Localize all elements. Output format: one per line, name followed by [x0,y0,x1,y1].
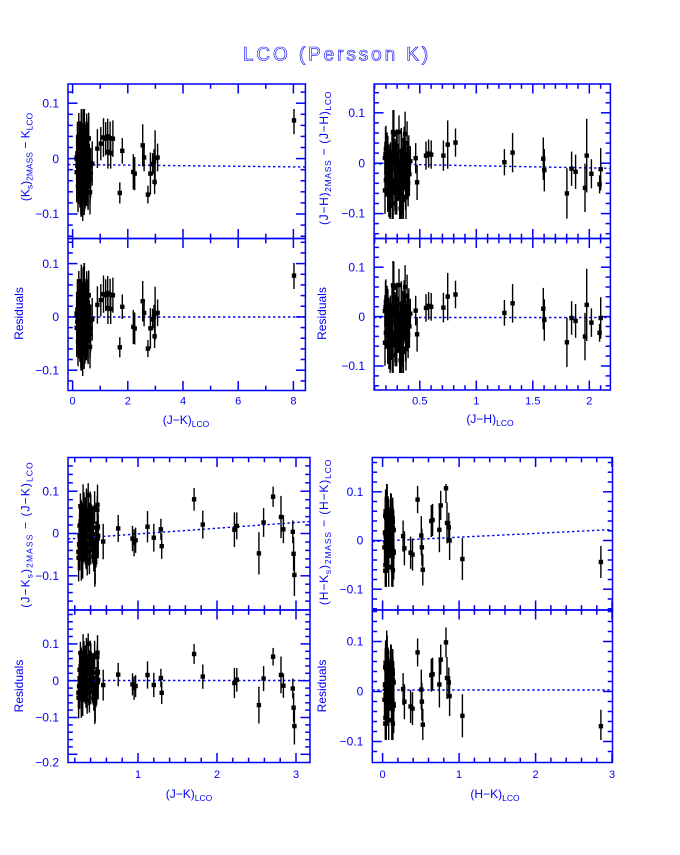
svg-text:0.1: 0.1 [42,484,59,498]
svg-text:0.1: 0.1 [347,485,364,499]
svg-text:0.1: 0.1 [348,260,365,274]
svg-text:−0.1: −0.1 [340,735,364,749]
svg-text:0: 0 [357,534,364,548]
svg-text:(J−H)LCO: (J−H)LCO [466,412,514,428]
svg-text:1: 1 [473,396,479,408]
svg-text:0: 0 [70,396,76,408]
svg-text:0.5: 0.5 [412,396,427,408]
svg-text:1: 1 [135,769,141,781]
svg-text:(J−Ks)2MASS − (J−K)LCO: (J−Ks)2MASS − (J−K)LCO [19,461,35,607]
svg-text:0.1: 0.1 [348,106,365,120]
svg-text:−0.1: −0.1 [35,569,59,583]
svg-text:−0.1: −0.1 [340,583,364,597]
svg-text:0: 0 [52,152,59,166]
svg-text:4: 4 [180,396,186,408]
svg-text:−0.1: −0.1 [35,363,59,377]
svg-text:1: 1 [456,769,462,781]
svg-text:(H−K)LCO: (H−K)LCO [470,787,520,803]
svg-text:1.5: 1.5 [525,396,540,408]
svg-text:0: 0 [358,310,365,324]
svg-text:2: 2 [214,769,220,781]
svg-text:Residuals: Residuals [12,287,26,340]
svg-text:Residuals: Residuals [12,660,26,713]
svg-text:−0.2: −0.2 [35,756,59,770]
svg-text:2: 2 [125,396,131,408]
svg-text:−0.1: −0.1 [35,711,59,725]
svg-text:LCO (Persson K): LCO (Persson K) [243,45,431,66]
svg-text:0: 0 [357,685,364,699]
svg-text:2: 2 [586,396,592,408]
svg-text:0: 0 [52,527,59,541]
svg-text:(J−K)LCO: (J−K)LCO [163,413,210,429]
svg-text:(Ks)2MASS − KLCO: (Ks)2MASS − KLCO [19,112,35,201]
svg-text:0: 0 [380,769,386,781]
svg-text:−0.1: −0.1 [35,207,59,221]
svg-text:6: 6 [235,396,241,408]
svg-text:0: 0 [52,310,59,324]
svg-text:Residuals: Residuals [315,287,329,340]
svg-text:3: 3 [293,769,299,781]
svg-text:0: 0 [52,674,59,688]
svg-text:0.1: 0.1 [347,635,364,649]
svg-text:0.1: 0.1 [42,96,59,110]
svg-text:(J−H)2MASS − (J−H)LCO: (J−H)2MASS − (J−H)LCO [317,91,333,225]
svg-text:−0.1: −0.1 [341,359,365,373]
svg-text:0.1: 0.1 [42,257,59,271]
svg-text:3: 3 [609,769,615,781]
svg-text:(H−Ks)2MASS − (H−K)LCO: (H−Ks)2MASS − (H−K)LCO [317,459,333,605]
svg-text:0.1: 0.1 [42,637,59,651]
svg-text:2: 2 [533,769,539,781]
svg-text:Residuals: Residuals [315,660,329,713]
svg-text:8: 8 [290,396,296,408]
svg-text:0: 0 [358,156,365,170]
svg-text:−0.1: −0.1 [341,207,365,221]
svg-text:(J−K)LCO: (J−K)LCO [166,787,213,803]
